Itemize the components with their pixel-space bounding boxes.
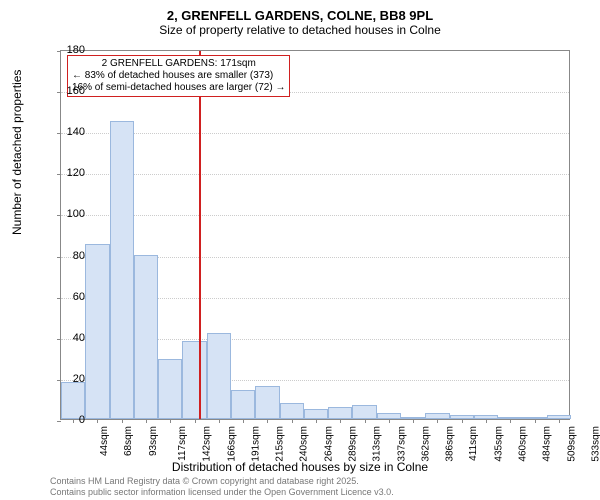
histogram-bar (182, 341, 206, 419)
xtick-mark (365, 419, 366, 423)
xtick-label: 240sqm (299, 426, 310, 462)
chart-area: 2 GRENFELL GARDENS: 171sqm← 83% of detac… (60, 50, 570, 420)
plot-region: 2 GRENFELL GARDENS: 171sqm← 83% of detac… (60, 50, 570, 420)
xtick-label: 484sqm (542, 426, 553, 462)
xtick-mark (267, 419, 268, 423)
gridline (61, 133, 569, 134)
xtick-mark (535, 419, 536, 423)
histogram-bar (158, 359, 182, 419)
xtick-mark (413, 419, 414, 423)
chart-container: 2, GRENFELL GARDENS, COLNE, BB8 9PL Size… (0, 0, 600, 500)
xtick-mark (292, 419, 293, 423)
xtick-label: 509sqm (566, 426, 577, 462)
ytick-label: 180 (55, 44, 85, 56)
histogram-bar (352, 405, 376, 419)
xtick-label: 68sqm (123, 426, 134, 456)
xtick-mark (195, 419, 196, 423)
xtick-label: 533sqm (590, 426, 600, 462)
xtick-label: 117sqm (177, 426, 188, 461)
xtick-label: 386sqm (445, 426, 456, 462)
xtick-mark (389, 419, 390, 423)
ytick-label: 120 (55, 167, 85, 179)
footer-line-1: Contains HM Land Registry data © Crown c… (50, 476, 394, 487)
xtick-mark (243, 419, 244, 423)
histogram-bar (110, 121, 134, 419)
xtick-label: 313sqm (372, 426, 383, 462)
histogram-bar (255, 386, 279, 419)
annotation-line: ← 83% of detached houses are smaller (37… (72, 70, 285, 82)
xtick-mark (122, 419, 123, 423)
xtick-mark (510, 419, 511, 423)
xtick-mark (97, 419, 98, 423)
ytick-label: 40 (55, 332, 85, 344)
xtick-label: 166sqm (226, 426, 237, 462)
annotation-line: 16% of semi-detached houses are larger (… (72, 82, 285, 94)
gridline (61, 174, 569, 175)
xtick-mark (219, 419, 220, 423)
ytick-label: 20 (55, 373, 85, 385)
xtick-label: 289sqm (348, 426, 359, 462)
histogram-bar (231, 390, 255, 419)
ytick-label: 160 (55, 85, 85, 97)
histogram-bar (207, 333, 231, 419)
ytick-label: 100 (55, 208, 85, 220)
footer-line-2: Contains public sector information licen… (50, 487, 394, 498)
histogram-bar (304, 409, 328, 419)
histogram-bar (134, 255, 158, 419)
ytick-label: 80 (55, 250, 85, 262)
xtick-label: 93sqm (148, 426, 159, 456)
xtick-label: 215sqm (275, 426, 286, 462)
xtick-label: 435sqm (493, 426, 504, 462)
xtick-mark (340, 419, 341, 423)
histogram-bar (85, 244, 109, 419)
x-axis-label: Distribution of detached houses by size … (0, 460, 600, 474)
annotation-line: 2 GRENFELL GARDENS: 171sqm (72, 58, 285, 70)
xtick-mark (146, 419, 147, 423)
xtick-mark (170, 419, 171, 423)
xtick-label: 362sqm (420, 426, 431, 462)
xtick-mark (462, 419, 463, 423)
histogram-bar (280, 403, 304, 419)
annotation-box: 2 GRENFELL GARDENS: 171sqm← 83% of detac… (67, 55, 290, 97)
chart-subtitle: Size of property relative to detached ho… (0, 23, 600, 41)
marker-line (199, 51, 201, 419)
xtick-label: 460sqm (518, 426, 529, 462)
xtick-mark (559, 419, 560, 423)
xtick-mark (316, 419, 317, 423)
xtick-label: 264sqm (323, 426, 334, 462)
y-axis-label: Number of detached properties (10, 70, 24, 235)
histogram-bar (328, 407, 352, 419)
footer-attribution: Contains HM Land Registry data © Crown c… (50, 476, 394, 498)
xtick-mark (486, 419, 487, 423)
xtick-label: 411sqm (468, 426, 479, 461)
xtick-label: 337sqm (396, 426, 407, 462)
ytick-label: 0 (55, 414, 85, 426)
gridline (61, 215, 569, 216)
xtick-label: 44sqm (99, 426, 110, 456)
xtick-label: 142sqm (202, 426, 213, 462)
ytick-label: 60 (55, 291, 85, 303)
xtick-label: 191sqm (250, 426, 261, 462)
xtick-mark (437, 419, 438, 423)
chart-title: 2, GRENFELL GARDENS, COLNE, BB8 9PL (0, 0, 600, 23)
ytick-label: 140 (55, 126, 85, 138)
